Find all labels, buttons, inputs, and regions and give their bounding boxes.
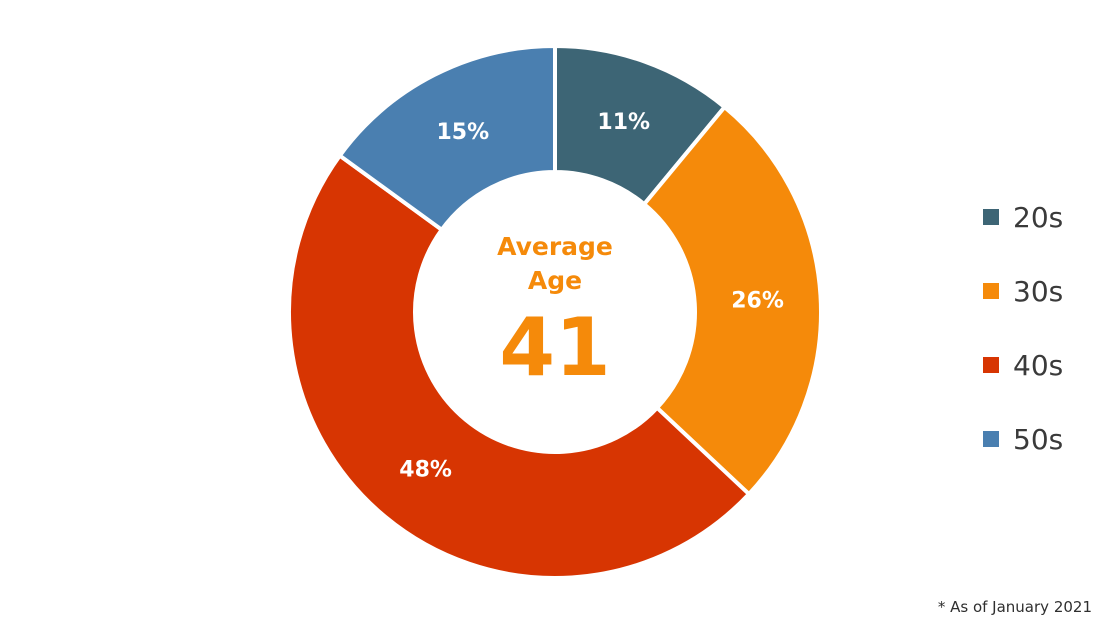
slice-40s <box>287 152 752 580</box>
slice-labels: 11% 26% 48% 15% <box>399 110 784 482</box>
footnote: * As of January 2021 <box>937 598 1092 616</box>
slice-label-30s: 26% <box>731 288 784 313</box>
legend-swatch-40s <box>983 357 999 373</box>
slice-50s <box>337 43 557 233</box>
slice-label-40s: 48% <box>399 457 452 482</box>
legend-label-30s: 30s <box>1013 274 1064 308</box>
legend-item-50s: 50s <box>983 402 1063 476</box>
slice-label-50s: 15% <box>437 120 490 145</box>
donut-slices <box>287 43 823 580</box>
legend-label-50s: 50s <box>1013 422 1064 456</box>
legend-label-20s: 20s <box>1013 200 1064 234</box>
legend: 20s 30s 40s 50s <box>983 180 1063 476</box>
legend-swatch-50s <box>983 431 999 447</box>
center-label-line2: Age <box>528 266 582 295</box>
legend-item-30s: 30s <box>983 254 1063 328</box>
center-label-line1: Average <box>497 232 613 261</box>
legend-swatch-20s <box>983 209 999 225</box>
slice-30s <box>641 104 823 497</box>
legend-item-20s: 20s <box>983 180 1063 254</box>
center-average-age-value: 41 <box>499 301 610 394</box>
slice-label-20s: 11% <box>597 110 650 135</box>
legend-item-40s: 40s <box>983 328 1063 402</box>
legend-label-40s: 40s <box>1013 348 1064 382</box>
legend-swatch-30s <box>983 283 999 299</box>
